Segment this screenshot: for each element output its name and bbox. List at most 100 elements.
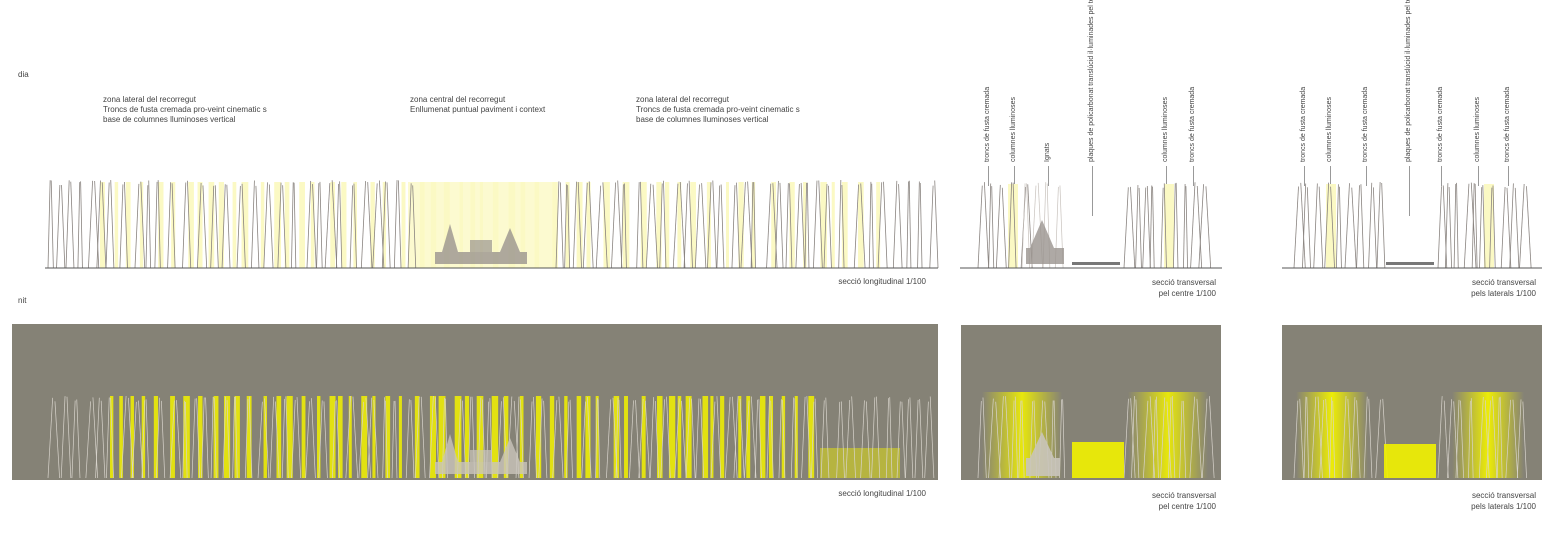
trunk-line xyxy=(806,396,811,479)
trunk-line xyxy=(1175,182,1179,269)
trunk-line xyxy=(264,398,270,479)
column-glow xyxy=(1452,392,1524,478)
trunk-line xyxy=(105,182,110,269)
light-column xyxy=(664,182,670,268)
trunk-line xyxy=(663,180,667,269)
trunk-line xyxy=(1341,396,1347,479)
trunk-line xyxy=(1299,398,1304,479)
light-column xyxy=(677,396,682,478)
trunk-line xyxy=(720,184,725,269)
trunk-line xyxy=(88,180,93,269)
trunk-line xyxy=(1196,185,1203,269)
trunk-line xyxy=(582,182,588,269)
trunk-line xyxy=(1300,182,1306,269)
trunk-line xyxy=(982,397,987,479)
trunk-line xyxy=(323,401,328,479)
light-column xyxy=(361,396,368,478)
pavilion-silhouette-night xyxy=(435,462,527,474)
trunk-line xyxy=(838,180,842,269)
light-column xyxy=(241,182,249,268)
trunk-line xyxy=(1368,182,1373,269)
trunk-line xyxy=(1329,397,1333,479)
trunk-line xyxy=(564,184,568,269)
light-column xyxy=(771,182,777,268)
light-column xyxy=(1326,184,1336,268)
trunk-line xyxy=(96,180,101,269)
night-header: nit xyxy=(18,296,27,305)
leader-line xyxy=(1304,166,1305,186)
trunk-line xyxy=(47,397,53,479)
pavilion-silhouette-night xyxy=(1030,432,1054,458)
trunk-line xyxy=(543,400,548,479)
trunk-line xyxy=(1526,186,1532,269)
trunk-line xyxy=(528,401,533,479)
trunk-line xyxy=(1001,187,1007,269)
trunk-line xyxy=(47,180,51,269)
trunk-line xyxy=(865,401,871,479)
light-column xyxy=(820,182,827,268)
trunk-line xyxy=(92,397,98,479)
trunk-line xyxy=(358,401,364,479)
trunk-line xyxy=(800,182,806,269)
trunk-line xyxy=(1496,397,1500,479)
trunk-line xyxy=(623,183,627,269)
trunk-line xyxy=(95,397,100,479)
trunk-line xyxy=(1375,399,1381,479)
light-column xyxy=(310,182,315,268)
trunk-line xyxy=(1456,182,1459,269)
trunk-line xyxy=(660,399,665,479)
trunk-line xyxy=(1293,186,1299,269)
trunk-line xyxy=(732,396,738,479)
trunk-line xyxy=(1478,397,1484,479)
light-column xyxy=(657,396,663,478)
light-column xyxy=(263,396,267,478)
trunk-line xyxy=(644,400,650,479)
trunk-line xyxy=(85,401,91,479)
trunk-line xyxy=(386,182,391,269)
trunk-line xyxy=(998,396,1004,479)
floor-plate xyxy=(1386,262,1434,265)
trunk-line xyxy=(1468,400,1471,479)
light-column xyxy=(299,182,305,268)
light-column xyxy=(702,396,709,478)
trunk-line xyxy=(919,182,923,269)
trunk-line xyxy=(131,401,137,479)
light-column xyxy=(274,182,282,268)
trunk-line xyxy=(1205,186,1212,269)
trunk-line xyxy=(182,182,187,269)
light-column xyxy=(603,182,610,268)
trunk-line xyxy=(161,400,166,479)
trunk-line xyxy=(414,396,420,479)
trunk-line xyxy=(629,400,634,479)
trunk-line xyxy=(1460,400,1464,479)
trunk-line xyxy=(836,401,841,479)
trunk-line xyxy=(845,400,851,479)
trunk-line xyxy=(1360,184,1365,269)
trunk-line xyxy=(1453,401,1459,479)
trunk-line xyxy=(255,185,260,269)
light-column xyxy=(751,182,756,268)
leader-line xyxy=(1166,166,1167,186)
trunk-line xyxy=(1201,398,1208,479)
light-column xyxy=(213,396,219,478)
light-column xyxy=(710,396,714,478)
trunk-line xyxy=(820,400,825,479)
trunk-line xyxy=(345,396,351,479)
trunk-line xyxy=(66,396,72,479)
trunk-line xyxy=(569,399,573,479)
trunk-line xyxy=(324,183,331,269)
zone-label-center: zona central del recorregut Enllumenat p… xyxy=(410,95,546,114)
trunk-line xyxy=(106,397,110,479)
trunk-line xyxy=(196,398,201,479)
trunk-line xyxy=(353,183,357,269)
trunk-line xyxy=(1155,396,1159,479)
trunk-line xyxy=(381,181,386,269)
trunk-line xyxy=(659,183,663,269)
trunk-line xyxy=(814,398,818,479)
trunk-line xyxy=(828,185,832,269)
trunk-line xyxy=(813,180,818,269)
trunk-line xyxy=(65,180,70,269)
trunk-line xyxy=(1182,400,1187,479)
